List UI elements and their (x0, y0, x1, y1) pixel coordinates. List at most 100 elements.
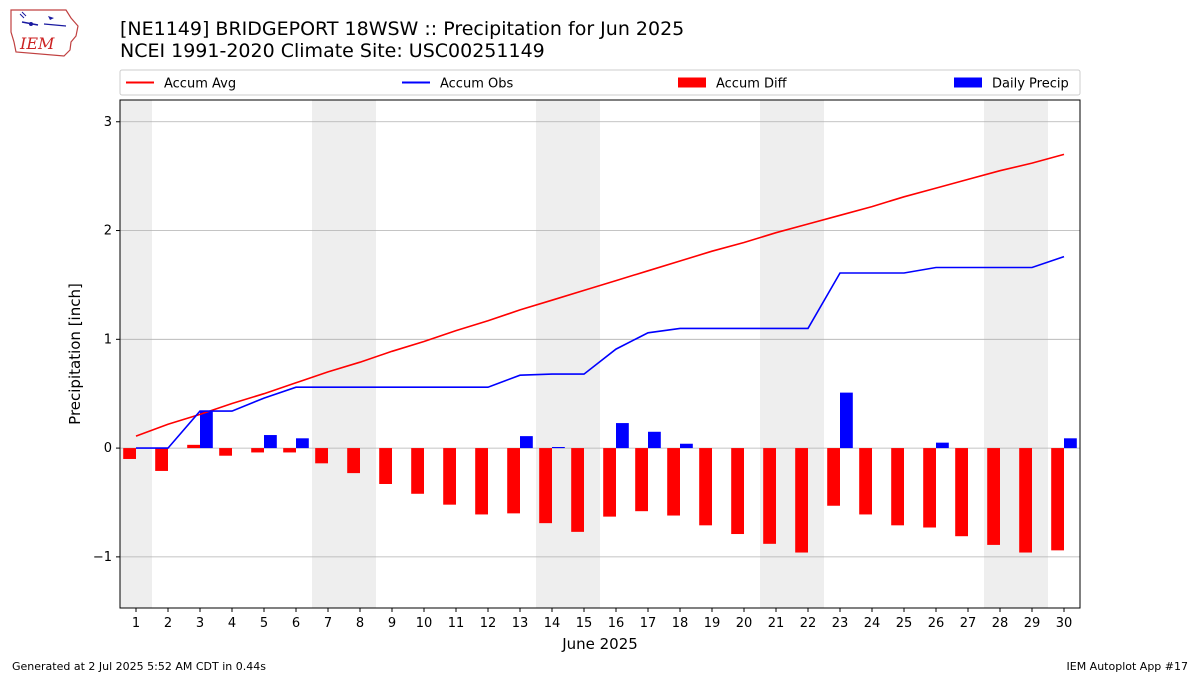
legend-item-accum-diff: Accum Diff (678, 77, 788, 92)
accum-diff-bar-day-1 (123, 448, 136, 459)
y-axis-label: Precipitation [inch] (66, 283, 84, 425)
daily-precip-bar-day-23 (840, 392, 853, 449)
accum-diff-bar-day-9 (379, 448, 392, 484)
x-tick-label-day-3: 3 (196, 616, 204, 631)
accum-diff-bar-day-25 (891, 448, 904, 526)
x-tick-label-day-22: 22 (800, 616, 817, 631)
daily-precip-bar-day-14 (552, 447, 565, 449)
chart-title: [NE1149] BRIDGEPORT 18WSW :: Precipitati… (120, 18, 685, 40)
daily-precip-bar-day-6 (296, 438, 309, 449)
weekend-shade-day-7 (312, 100, 344, 608)
accum-diff-bar-day-10 (411, 448, 424, 494)
accum-diff-bar-day-5 (251, 448, 264, 453)
accum-diff-bar-day-23 (827, 448, 840, 506)
accum-diff-bar-day-19 (699, 448, 712, 526)
x-tick-label-day-21: 21 (768, 616, 785, 631)
legend-label: Accum Diff (716, 77, 788, 92)
x-tick-label-day-30: 30 (1056, 616, 1073, 631)
accum-diff-bar-day-20 (731, 448, 744, 535)
legend-label: Daily Precip (992, 77, 1069, 92)
app-credit: IEM Autoplot App #17 (1066, 660, 1189, 673)
x-tick-label-day-24: 24 (864, 616, 881, 631)
x-tick-label-day-8: 8 (356, 616, 364, 631)
x-tick-label-day-29: 29 (1024, 616, 1041, 631)
weekend-shade-day-8 (344, 100, 376, 608)
x-tick-label-day-11: 11 (448, 616, 465, 631)
accum-diff-bar-day-27 (955, 448, 968, 537)
x-tick-label-day-13: 13 (512, 616, 529, 631)
x-tick-label-day-5: 5 (260, 616, 268, 631)
x-tick-label-day-4: 4 (228, 616, 236, 631)
iem-logo: IEM (8, 6, 80, 58)
x-tick-label-day-18: 18 (672, 616, 689, 631)
daily-precip-bar-day-5 (264, 435, 277, 449)
daily-precip-bar-day-13 (520, 436, 533, 449)
accum-diff-bar-day-15 (571, 448, 584, 532)
accum-diff-bar-day-7 (315, 448, 328, 464)
x-tick-label-day-12: 12 (480, 616, 497, 631)
accum-diff-bar-day-8 (347, 448, 360, 474)
accum-diff-bar-day-24 (859, 448, 872, 515)
legend-swatch-bar (678, 77, 706, 88)
accum-diff-bar-day-16 (603, 448, 616, 517)
weekend-shade-day-14 (536, 100, 568, 608)
accum-diff-bar-day-14 (539, 448, 552, 524)
x-tick-label-day-9: 9 (388, 616, 396, 631)
weekend-shade-day-1 (120, 100, 152, 608)
accum-diff-bar-day-21 (763, 448, 776, 544)
x-axis-label: June 2025 (561, 635, 638, 653)
x-tick-label-day-16: 16 (608, 616, 625, 631)
legend-item-accum-obs: Accum Obs (402, 77, 513, 92)
accum-avg-line (135, 153, 1065, 437)
x-tick-label-day-23: 23 (832, 616, 849, 631)
chart-subtitle: NCEI 1991-2020 Climate Site: USC00251149 (120, 40, 545, 62)
daily-precip-bar-day-30 (1064, 438, 1077, 449)
generated-timestamp: Generated at 2 Jul 2025 5:52 AM CDT in 0… (12, 660, 266, 673)
accum-diff-bar-day-6 (283, 448, 296, 453)
y-tick-label: 3 (104, 115, 112, 130)
x-tick-label-day-19: 19 (704, 616, 721, 631)
legend-box (119, 69, 1081, 96)
daily-precip-bar-day-26 (936, 442, 949, 449)
accum-diff-bar-day-11 (443, 448, 456, 505)
x-tick-label-day-20: 20 (736, 616, 753, 631)
accum-diff-bar-day-4 (219, 448, 232, 456)
accum-diff-bar-day-29 (1019, 448, 1032, 553)
accum-diff-bar-day-17 (635, 448, 648, 512)
accum-diff-bar-day-18 (667, 448, 680, 516)
accum-diff-bar-day-28 (987, 448, 1000, 545)
x-tick-label-day-25: 25 (896, 616, 913, 631)
accum-obs-line (136, 255, 1065, 449)
accum-diff-bar-day-22 (795, 448, 808, 553)
y-tick-label: 0 (104, 441, 112, 456)
x-tick-label-day-2: 2 (164, 616, 172, 631)
y-tick-label: 1 (104, 332, 112, 347)
y-tick-label: −1 (93, 550, 112, 565)
accum-diff-bar-day-3 (187, 444, 200, 449)
legend-item-accum-avg: Accum Avg (126, 77, 236, 92)
x-tick-label-day-17: 17 (640, 616, 657, 631)
x-tick-label-day-1: 1 (132, 616, 140, 631)
accum-diff-bar-day-30 (1051, 448, 1064, 551)
legend-swatch-bar (954, 77, 982, 88)
daily-precip-bar-day-16 (616, 423, 629, 449)
x-tick-label-day-7: 7 (324, 616, 332, 631)
logo-text: IEM (19, 34, 55, 53)
legend-label: Accum Obs (440, 77, 513, 92)
x-tick-label-day-28: 28 (992, 616, 1009, 631)
y-tick-label: 2 (104, 224, 112, 239)
accum-diff-bar-day-13 (507, 448, 520, 514)
legend-item-daily-precip: Daily Precip (954, 77, 1069, 92)
accum-diff-bar-day-2 (155, 448, 168, 471)
plot-frame (119, 99, 1081, 609)
x-tick-label-day-14: 14 (544, 616, 561, 631)
iowa-state-outline-logo-icon: IEM (10, 9, 79, 57)
legend-label: Accum Avg (164, 77, 236, 92)
daily-precip-bar-day-3 (200, 411, 213, 449)
x-tick-label-day-10: 10 (416, 616, 433, 631)
accum-diff-bar-day-26 (923, 448, 936, 528)
x-tick-label-day-6: 6 (292, 616, 300, 631)
accum-diff-bar-day-12 (475, 448, 488, 515)
daily-precip-bar-day-18 (680, 443, 693, 449)
